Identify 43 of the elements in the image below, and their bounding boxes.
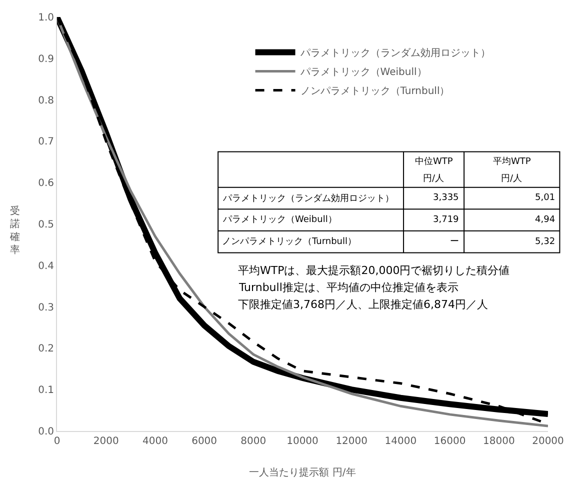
x-tick-label: 20000 — [532, 436, 564, 447]
x-tick-label: 6000 — [192, 436, 218, 447]
annotation: 下限推定値3,768円／人、上限推定値6,874円／人 — [238, 298, 488, 311]
y-tick-label: 0.3 — [38, 302, 54, 314]
x-tick-label: 2000 — [93, 436, 119, 447]
x-tick-label: 14000 — [384, 436, 417, 447]
annotation: 平均WTPは、最大提示額20,000円で裾切りした積分値 — [238, 264, 510, 277]
annotation: 4,94 — [535, 215, 556, 225]
y-tick-label: 1.0 — [38, 12, 54, 24]
annotation: パラメトリック（Weibull） — [222, 215, 337, 225]
annotation: 円/人 — [501, 173, 522, 184]
annotation: 中位WTP — [415, 156, 454, 167]
annotation: 3,719 — [433, 215, 460, 225]
x-axis-title: 一人当たり提示額 円/年 — [249, 466, 356, 478]
y-tick-label: 0.9 — [38, 54, 54, 65]
x-tick-label: 4000 — [142, 436, 168, 447]
legend-label: パラメトリック（ランダム効用ロジット） — [299, 47, 490, 60]
annotation: パラメトリック（ランダム効用ロジット） — [222, 193, 394, 204]
y-tick-label: 0.7 — [38, 136, 54, 148]
y-tick-label: 0.6 — [38, 178, 54, 190]
x-tick-label: 12000 — [336, 436, 368, 447]
y-tick-label: 0.2 — [38, 344, 54, 355]
x-tick-label: 8000 — [240, 436, 266, 447]
annotation: 平均WTP — [493, 156, 532, 167]
x-tick-label: 18000 — [482, 436, 515, 447]
x-tick-label: 0 — [54, 436, 60, 447]
y-axis-title: 受諾確率 — [9, 205, 20, 256]
annotation: 円/人 — [423, 173, 444, 184]
annotation: ー — [450, 237, 459, 247]
legend-label: ノンパラメトリック（Turnbull） — [300, 86, 450, 98]
annotation: 5,01 — [535, 193, 556, 203]
y-tick-label: 0.0 — [38, 426, 54, 438]
annotation: 5,32 — [535, 237, 556, 247]
y-tick-label: 0.8 — [38, 95, 54, 106]
x-tick-label: 10000 — [286, 436, 318, 447]
y-tick-label: 0.5 — [38, 220, 54, 230]
annotation: Turnbull推定は、平均値の中位推定値を表示 — [238, 281, 458, 294]
y-tick-label: 0.4 — [38, 260, 54, 272]
x-tick-label: 16000 — [434, 436, 466, 447]
y-tick-label: 0.1 — [38, 385, 54, 396]
annotation: ノンパラメトリック（Turnbull） — [222, 237, 356, 247]
annotation: 3,335 — [433, 193, 459, 203]
legend-label: パラメトリック（Weibull） — [299, 67, 427, 78]
